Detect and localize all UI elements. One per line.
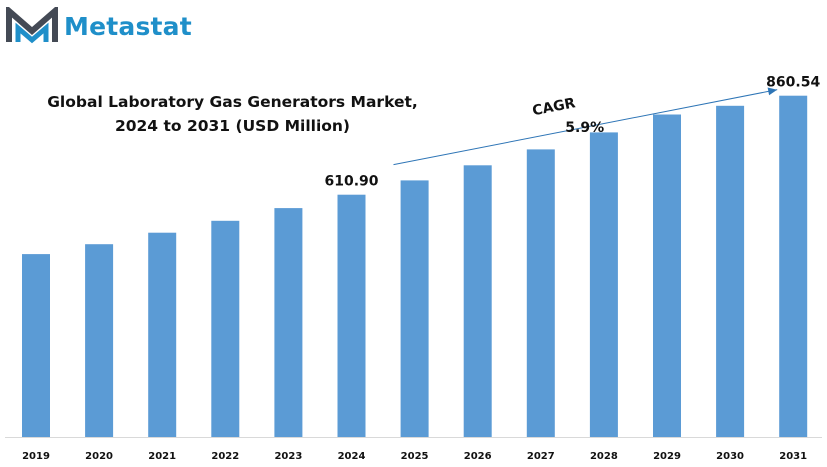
metastat-logo-icon [6,7,58,44]
data-label-2024: 610.90 [324,174,378,190]
bar-2022 [211,220,240,437]
bar-2020 [85,244,114,437]
cagr-arrow-line [393,89,778,166]
x-tick-label-2031: 2031 [779,451,807,462]
brand-logo: Metastat [6,6,192,46]
brand-name: Metastat [64,11,192,41]
bar-2026 [463,165,492,438]
chart-title: Global Laboratory Gas Generators Market,… [30,90,435,138]
x-tick-label-2029: 2029 [653,451,681,462]
bar-2021 [148,232,177,437]
bar-2028 [589,132,618,437]
bar-2019 [22,254,50,437]
bar-2029 [653,114,681,437]
x-tick-label-2019: 2019 [22,451,50,462]
bar-2031 [779,95,808,437]
bar-2025 [400,180,429,437]
x-tick-label-2020: 2020 [85,451,113,462]
bar-2023 [274,208,303,437]
cagr-label: CAGR [531,95,577,119]
x-tick-label-2024: 2024 [338,451,366,462]
x-tick-label-2021: 2021 [148,451,176,462]
x-tick-label-2025: 2025 [401,451,429,462]
bar-2024 [337,194,366,437]
chart-title-line-1: Global Laboratory Gas Generators Market, [47,93,418,111]
x-tick-label-2022: 2022 [211,451,239,462]
data-label-2031: 860.54 [766,75,820,91]
cagr-value: 5.9% [565,120,604,136]
bar-2027 [526,149,555,437]
x-tick-label-2030: 2030 [716,451,744,462]
x-tick-label-2023: 2023 [274,451,302,462]
chart-title-line-2: 2024 to 2031 (USD Million) [114,117,351,135]
cagr-arrow-head-icon [767,87,778,96]
x-tick-label-2026: 2026 [464,451,492,462]
x-tick-label-2027: 2027 [527,451,555,462]
x-tick-label-2028: 2028 [590,451,618,462]
bar-2030 [716,105,745,438]
